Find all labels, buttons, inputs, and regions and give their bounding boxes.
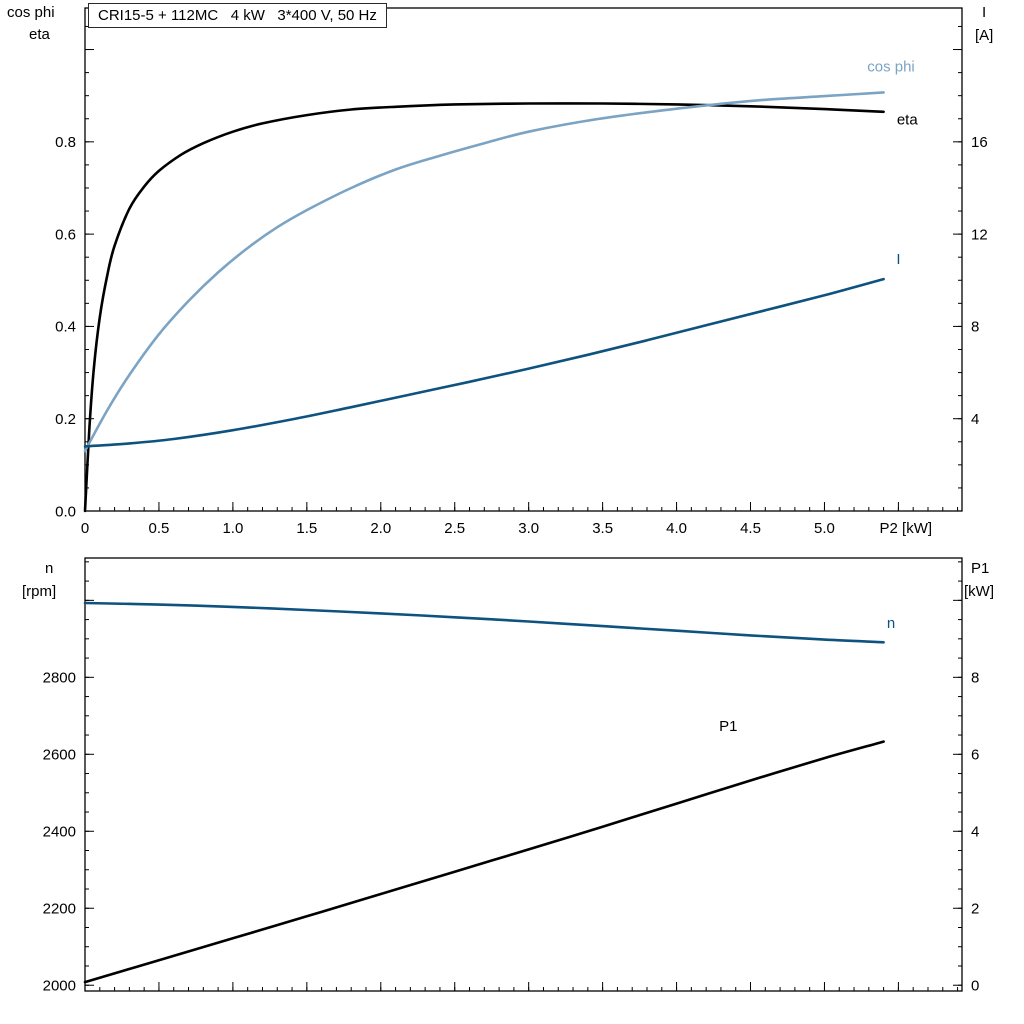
motor-efficiency-chart-tick-label: 2.0	[370, 520, 391, 537]
motor-speed-power-chart-tick-label: 2000	[43, 977, 76, 994]
motor-efficiency-chart-tick-label: 4	[971, 411, 979, 428]
chart-title-box: CRI15-5 + 112MC 4 kW 3*400 V, 50 Hz	[88, 3, 387, 28]
bottom-left-axis-title-line2: [rpm]	[22, 583, 57, 600]
top-right-axis-title-line1: I	[982, 4, 987, 21]
motor-speed-power-chart-frame	[84, 557, 963, 992]
bottom-chart: 2000 2200 2400 2600 2800 0 2 4 6 8 n P1	[43, 557, 979, 994]
motor-efficiency-chart-tick-label: 3.5	[592, 520, 613, 537]
motor-efficiency-chart-tick-label: 5.0	[814, 520, 835, 537]
motor-efficiency-chart-frame	[84, 7, 963, 512]
top-left-axis-title-line2: eta	[29, 26, 50, 43]
motor-efficiency-chart-tick-label: P2 [kW]	[880, 520, 933, 537]
motor-efficiency-chart-tick-label: 0.6	[55, 226, 76, 243]
motor-efficiency-chart-tick-label: 2.5	[444, 520, 465, 537]
top-chart: 0 0.5 1.0 1.5 2.0 2.5 3.0 3.5 4.0 4.5 5.0 P2 [kW] 0.…	[55, 7, 988, 537]
motor-speed-power-chart-tick-label: 4	[971, 824, 979, 841]
motor-efficiency-chart-tick-label: 4.5	[740, 520, 761, 537]
motor-efficiency-chart-tick-label: 0	[81, 520, 89, 537]
motor-efficiency-chart-tick-label: 0.5	[149, 520, 170, 537]
motor-speed-power-chart-tick-label: 2800	[43, 670, 76, 687]
motor-speed-power-chart-tick-label: 2	[971, 900, 979, 917]
speed-curve	[83, 601, 885, 644]
p1-power-curve	[83, 740, 885, 984]
motor-efficiency-chart-tick-label: 0.4	[55, 319, 76, 336]
motor-speed-power-chart-tick-label: 6	[971, 747, 979, 764]
current-curve-label: I	[896, 251, 900, 268]
motor-efficiency-chart-tick-label: 0.8	[55, 134, 76, 151]
motor-efficiency-chart-tick-label: 0.2	[55, 411, 76, 428]
speed-curve-label: n	[887, 615, 895, 632]
motor-efficiency-chart-tick-label: 4.0	[666, 520, 687, 537]
motor-efficiency-chart-tick-label: 1.5	[296, 520, 317, 537]
motor-speed-power-chart-tick-label: 2400	[43, 824, 76, 841]
motor-efficiency-chart-tick-label: 12	[971, 226, 988, 243]
cos-phi-curve	[83, 91, 885, 453]
motor-speed-power-chart-tick-label: 8	[971, 670, 979, 687]
eta-curve	[83, 102, 885, 513]
bottom-right-axis-title-line1: P1	[971, 560, 990, 577]
top-right-axis-title-line2: [A]	[975, 27, 994, 44]
motor-efficiency-chart-tick-label: 0.0	[55, 503, 76, 520]
motor-efficiency-chart-tick-label: 3.0	[518, 520, 539, 537]
top-left-axis-title-line1: cos phi	[7, 4, 55, 21]
bottom-right-axis-title-line2: [kW]	[964, 583, 994, 600]
motor-speed-power-chart-tick-label: 2200	[43, 900, 76, 917]
motor-speed-power-chart-tick-label: 2600	[43, 747, 76, 764]
bottom-left-axis-title-line1: n	[45, 560, 54, 577]
motor-speed-power-chart-tick-label: 0	[971, 977, 979, 994]
motor-efficiency-chart-tick-label: 1.0	[222, 520, 243, 537]
cos-phi-curve-label: cos phi	[867, 59, 915, 76]
p1-power-curve-label: P1	[719, 718, 737, 735]
motor-efficiency-chart-tick-label: 16	[971, 134, 988, 151]
motor-efficiency-chart-tick-label: 8	[971, 319, 979, 336]
eta-curve-label: eta	[897, 111, 919, 128]
current-curve	[83, 277, 885, 448]
